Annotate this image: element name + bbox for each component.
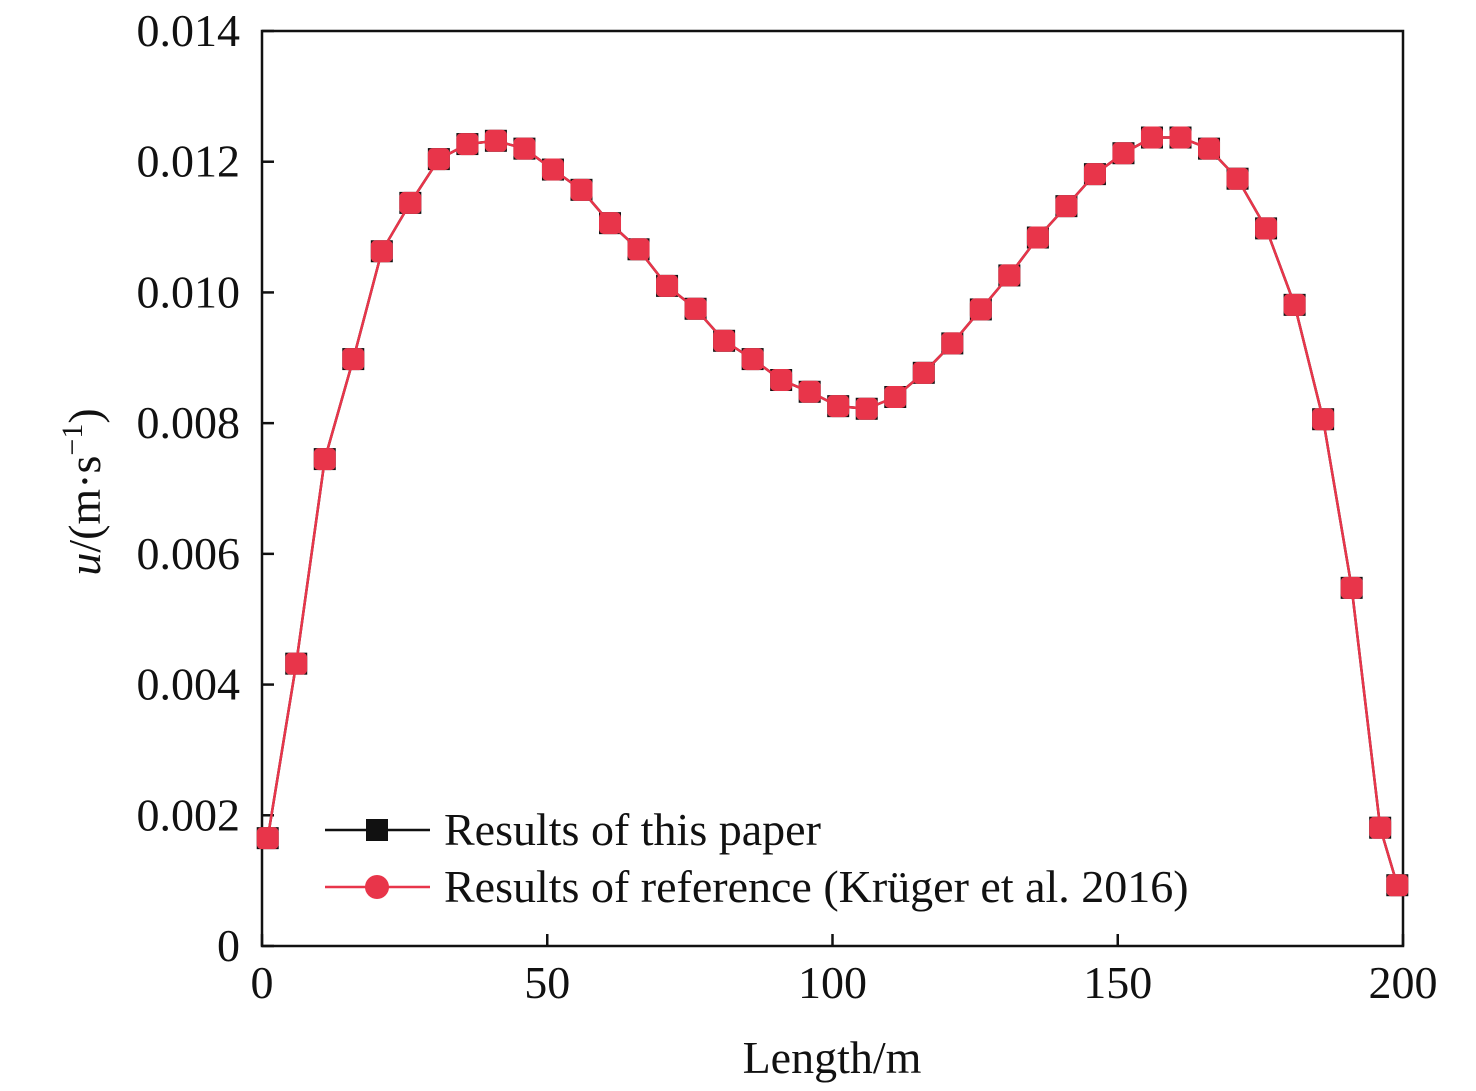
x-axis-title: Length/m [743, 1032, 922, 1083]
data-point-reference [1169, 126, 1192, 149]
x-tick-label: 150 [1083, 957, 1152, 1008]
data-point-reference [684, 297, 707, 320]
data-point-reference [884, 386, 907, 408]
y-axis-title-exponent: −1 [56, 424, 89, 456]
data-point-reference [285, 652, 308, 675]
data-point-reference [713, 329, 736, 352]
series-line-this-paper [266, 136, 1399, 886]
x-axis-ticks: 0 50 100 150 200 [251, 934, 1438, 1008]
data-point-reference [855, 397, 878, 420]
data-point-reference [1340, 576, 1363, 599]
data-point-reference [541, 158, 564, 181]
data-point-reference [998, 264, 1021, 287]
data-point-reference [256, 827, 279, 850]
data-point-reference [570, 178, 593, 201]
y-tick-label: 0.004 [137, 659, 241, 710]
data-point-reference [941, 332, 964, 355]
y-axis-title: u/(m·s−1) [56, 408, 110, 575]
y-tick-label: 0.014 [137, 5, 241, 56]
data-point-reference [599, 212, 622, 235]
x-tick-label: 50 [524, 957, 570, 1008]
data-point-reference [1026, 226, 1049, 249]
data-point-reference [399, 191, 422, 214]
data-point-reference [313, 448, 336, 471]
y-tick-label: 0.002 [137, 789, 241, 840]
data-point-reference [1226, 167, 1249, 190]
legend-label-reference: Results of reference (Krüger et al. 2016… [444, 861, 1189, 912]
legend-marker-this-paper [366, 819, 388, 841]
data-point-reference [912, 361, 935, 384]
data-point-reference [1140, 126, 1163, 149]
data-point-reference [798, 380, 821, 403]
data-point-reference [969, 298, 992, 321]
y-axis-title-symbol: u [59, 553, 110, 576]
y-tick-label: 0 [217, 920, 240, 971]
data-point-reference [342, 348, 365, 371]
data-point-reference [1386, 874, 1409, 897]
y-axis-ticks: 0 0.002 0.004 0.006 0.008 0.010 0.012 0.014 [137, 5, 274, 971]
series-layer [256, 126, 1409, 897]
data-point-reference [656, 274, 679, 297]
series-line-reference [266, 136, 1399, 886]
data-point-reference [1312, 408, 1335, 431]
y-axis-title-units: /(m·s [59, 456, 110, 553]
data-point-reference [456, 133, 479, 156]
data-point-reference [1083, 163, 1106, 186]
data-point-reference [1112, 142, 1135, 165]
data-point-reference [513, 137, 536, 160]
legend-label-this-paper: Results of this paper [444, 804, 821, 855]
data-point-reference [484, 129, 507, 152]
series-this-paper [256, 126, 1409, 897]
data-point-reference [370, 240, 393, 263]
data-point-reference [741, 348, 764, 371]
data-point-reference [827, 395, 850, 418]
y-tick-label: 0.010 [137, 266, 241, 317]
x-tick-label: 100 [798, 957, 867, 1008]
y-tick-label: 0.012 [137, 136, 241, 187]
series-reference [256, 126, 1409, 897]
x-tick-label: 0 [251, 957, 274, 1008]
x-tick-label: 200 [1369, 957, 1438, 1008]
data-point-reference [1369, 816, 1392, 839]
data-point-reference [627, 238, 650, 261]
data-point-reference [770, 369, 793, 392]
legend-marker-reference [365, 875, 389, 899]
data-point-reference [1055, 195, 1078, 218]
data-point-reference [1255, 217, 1278, 240]
data-point-reference [1198, 137, 1221, 160]
y-tick-label: 0.006 [137, 528, 241, 579]
legend: Results of this paper Results of referen… [325, 804, 1189, 912]
y-axis-title-close: ) [59, 408, 110, 423]
data-point-reference [427, 148, 450, 171]
data-point-reference [1283, 293, 1306, 316]
y-tick-label: 0.008 [137, 397, 241, 448]
